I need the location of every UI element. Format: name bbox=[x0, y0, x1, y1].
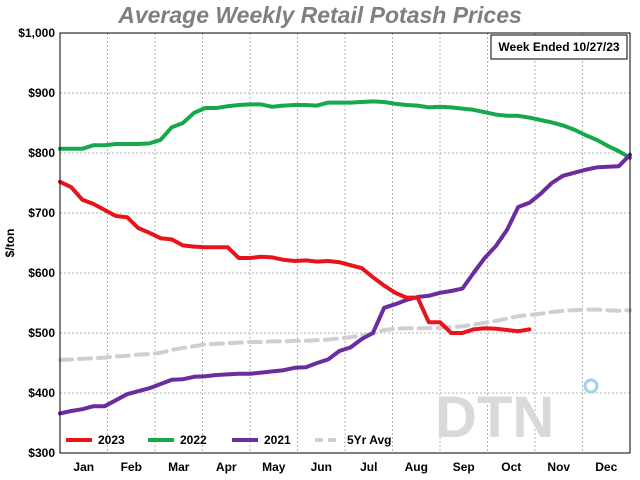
x-tick-label: Sep bbox=[453, 460, 475, 474]
legend-label: 2021 bbox=[264, 433, 291, 447]
axes: $300 $400 $500 $600 $700 $800 $900 $1,000 Jan Feb… bbox=[18, 26, 617, 474]
x-tick-label: Apr bbox=[216, 460, 237, 474]
y-tick-label: $800 bbox=[28, 146, 55, 160]
y-tick-label: $1,000 bbox=[18, 26, 55, 40]
x-tick-label: Dec bbox=[595, 460, 617, 474]
series-line-2022 bbox=[58, 99, 632, 160]
legend-label: 2023 bbox=[98, 433, 125, 447]
x-tick-label: Mar bbox=[168, 460, 190, 474]
x-tick-label: May bbox=[262, 460, 286, 474]
chart-title: Average Weekly Retail Potash Prices bbox=[118, 2, 522, 28]
x-tick-label: Jul bbox=[360, 460, 377, 474]
series-line-5yr-avg bbox=[58, 307, 632, 362]
watermark-dot bbox=[583, 378, 599, 394]
y-axis-label: $/ton bbox=[3, 229, 17, 258]
y-tick-label: $300 bbox=[28, 446, 55, 460]
y-tick-label: $900 bbox=[28, 86, 55, 100]
x-tick-label: Oct bbox=[501, 460, 521, 474]
legend: 2023 2022 2021 5Yr Avg bbox=[66, 433, 391, 447]
x-tick-label: Jan bbox=[73, 460, 94, 474]
week-ended-annotation: Week Ended 10/27/23 bbox=[490, 34, 628, 60]
y-tick-label: $400 bbox=[28, 386, 55, 400]
x-tick-label: Feb bbox=[121, 460, 142, 474]
plot-area-frame bbox=[59, 32, 631, 454]
series-line-2023 bbox=[58, 179, 532, 335]
x-tick-label: Jun bbox=[311, 460, 332, 474]
annotation-box bbox=[490, 34, 628, 60]
series-lines bbox=[58, 99, 632, 416]
x-tick-label: Nov bbox=[547, 460, 570, 474]
annotation-text: Week Ended 10/27/23 bbox=[498, 40, 620, 54]
legend-label: 5Yr Avg bbox=[347, 433, 391, 447]
y-tick-label: $500 bbox=[28, 326, 55, 340]
y-tick-label: $700 bbox=[28, 206, 55, 220]
y-tick-label: $600 bbox=[28, 266, 55, 280]
dtn-watermark: DTN bbox=[435, 378, 599, 450]
series-line-2021 bbox=[58, 152, 632, 416]
legend-label: 2022 bbox=[180, 433, 207, 447]
watermark-text: DTN bbox=[435, 385, 554, 450]
x-tick-label: Aug bbox=[405, 460, 428, 474]
